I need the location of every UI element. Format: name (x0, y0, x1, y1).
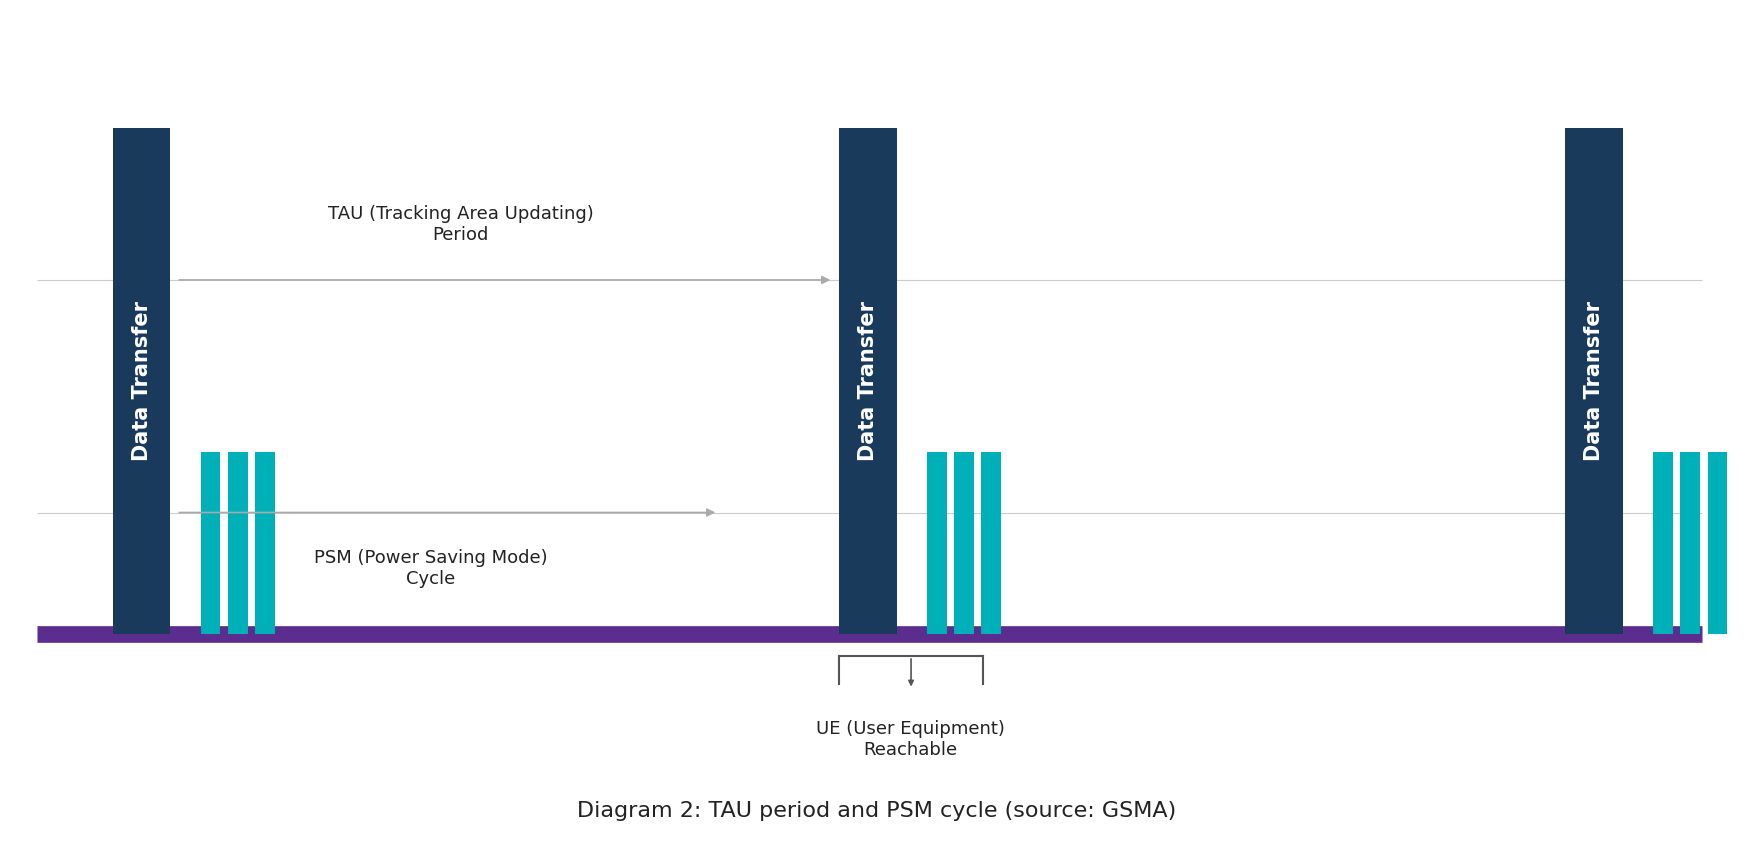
Bar (954, 452, 973, 634)
Bar (254, 452, 275, 634)
Bar (112, 128, 170, 634)
Bar (228, 452, 247, 634)
Bar (1654, 452, 1673, 634)
Text: UE (User Equipment)
Reachable: UE (User Equipment) Reachable (816, 720, 1005, 759)
Text: Data Transfer: Data Transfer (1584, 301, 1605, 461)
Bar (838, 128, 896, 634)
Text: Data Transfer: Data Transfer (858, 301, 879, 461)
Text: Diagram 2: TAU period and PSM cycle (source: GSMA): Diagram 2: TAU period and PSM cycle (sou… (577, 801, 1177, 821)
Text: PSM (Power Saving Mode)
Cycle: PSM (Power Saving Mode) Cycle (314, 549, 547, 588)
Bar (1566, 128, 1622, 634)
Bar (1680, 452, 1700, 634)
Bar (982, 452, 1002, 634)
Bar (1708, 452, 1728, 634)
Text: TAU (Tracking Area Updating)
Period: TAU (Tracking Area Updating) Period (328, 205, 595, 244)
Text: Data Transfer: Data Transfer (132, 301, 151, 461)
Bar (926, 452, 947, 634)
Bar (200, 452, 221, 634)
